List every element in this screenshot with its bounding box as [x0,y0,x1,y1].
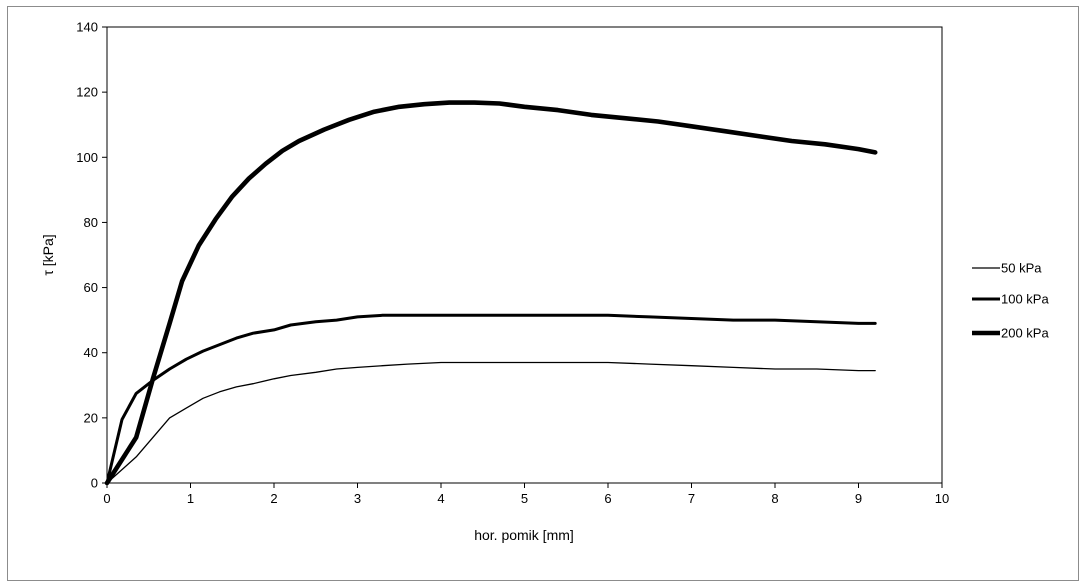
y-axis-ticks: 0 20 40 60 80 100 120 140 [76,20,107,491]
x-tick-label: 4 [437,491,444,506]
series-line [104,100,878,486]
y-axis-title: τ [kPa] [40,234,56,275]
y-tick-label: 80 [84,215,98,230]
x-axis-title: hor. pomik [mm] [474,527,574,543]
series-line [105,313,877,485]
y-tick-label: 140 [76,20,98,35]
y-tick-label: 60 [84,280,98,295]
x-tick-label: 10 [935,491,949,506]
x-tick-label: 7 [688,491,695,506]
x-tick-label: 1 [187,491,194,506]
x-tick-label: 0 [103,491,110,506]
legend-label: 50 kPa [1001,261,1042,276]
y-tick-label: 100 [76,150,98,165]
x-tick-label: 3 [354,491,361,506]
legend-label: 100 kPa [1001,292,1049,307]
y-tick-label: 20 [84,410,98,425]
y-tick-label: 40 [84,345,98,360]
y-tick-label: 0 [91,476,98,491]
series-lines [104,100,878,486]
plot-area [106,26,943,484]
legend: 50 kPa 100 kPa 200 kPa [972,261,1049,341]
series-line [106,361,876,484]
x-axis-ticks: 0 1 2 3 4 5 6 7 8 9 10 [103,483,949,506]
x-tick-label: 5 [521,491,528,506]
y-tick-label: 120 [76,85,98,100]
x-tick-label: 9 [855,491,862,506]
x-tick-label: 2 [270,491,277,506]
legend-label: 200 kPa [1001,326,1049,341]
x-tick-label: 6 [604,491,611,506]
x-tick-label: 8 [771,491,778,506]
chart-frame [7,6,1079,581]
